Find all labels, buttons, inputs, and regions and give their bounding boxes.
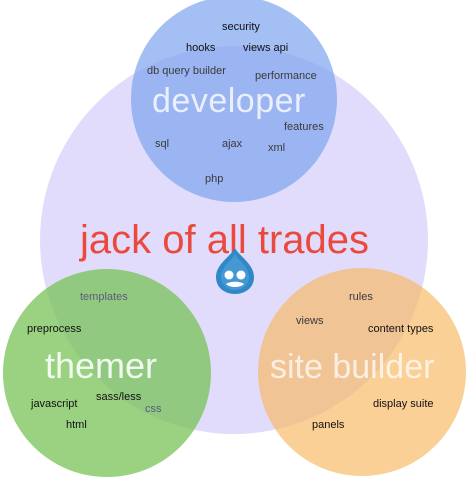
tag-views-api: views api [243, 42, 289, 54]
tag-xml: xml [268, 142, 286, 154]
themer-label: themer [45, 345, 158, 386]
site-builder-label: site builder [270, 348, 435, 386]
tag-preprocess: preprocess [27, 323, 82, 335]
themer-circle [3, 269, 211, 477]
tag-views: views [296, 315, 324, 327]
developer-circle [131, 0, 337, 202]
center-label: jack of all trades [80, 218, 370, 262]
tag-rules: rules [349, 291, 373, 303]
tag-db-query-builder: db query builder [147, 65, 226, 77]
tag-content-types: content types [368, 323, 434, 335]
tag-php: php [205, 173, 224, 185]
tag-sql: sql [155, 138, 170, 150]
developer-label: developer [152, 82, 306, 120]
tag-templates: templates [80, 291, 128, 303]
site-builder-circle [258, 268, 466, 476]
tag-performance: performance [255, 70, 317, 82]
tag-display-suite: display suite [373, 398, 434, 410]
tag-features: features [284, 121, 324, 133]
tag-html: html [66, 419, 87, 431]
tag-hooks: hooks [186, 42, 216, 54]
tag-css: css [145, 403, 162, 415]
tag-panels: panels [312, 419, 345, 431]
tag-ajax: ajax [222, 138, 243, 150]
drupal-drop-icon [216, 248, 254, 294]
tag-sass-less: sass/less [96, 391, 142, 403]
tag-security: security [222, 21, 260, 33]
tag-javascript: javascript [31, 398, 78, 410]
